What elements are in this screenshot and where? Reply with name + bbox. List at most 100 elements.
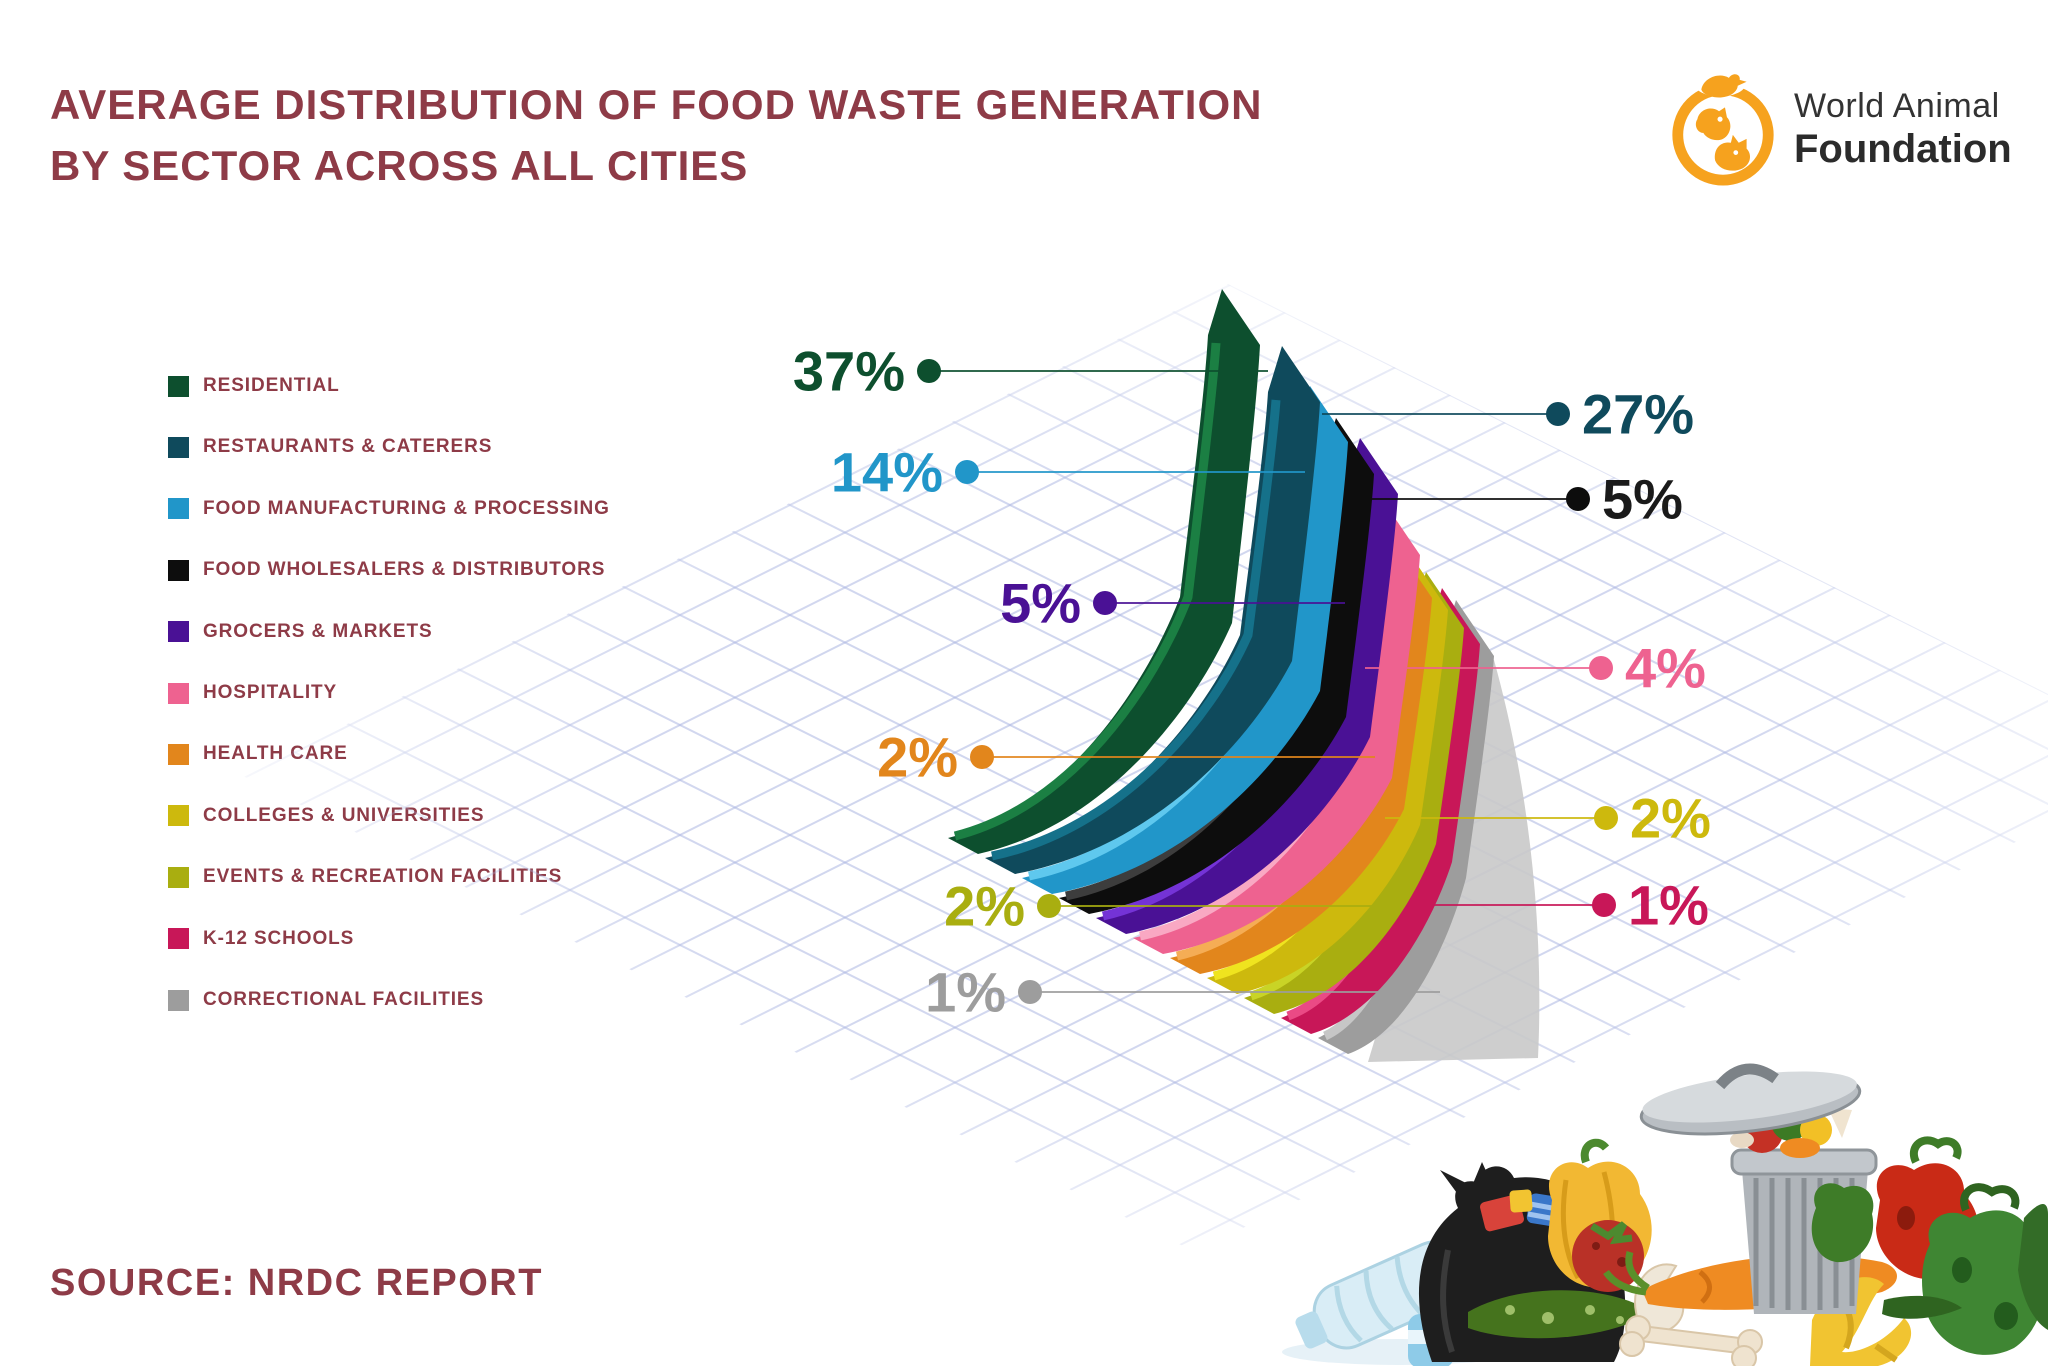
legend-item-label: EVENTS & RECREATION FACILITIES [203,866,563,888]
leader-dot-food-wholesalers-and-distributors-icon [1566,487,1590,511]
legend-swatch-icon [168,375,189,397]
grid-line [243,784,2048,1252]
legend-swatch-icon [168,928,189,950]
dog-icon [1695,107,1731,141]
grid-line [243,484,2048,1252]
legend-swatch-icon [168,498,189,520]
legend-swatch-icon [168,866,189,888]
leader-dot-colleges-and-universities-icon [1594,806,1618,830]
blade-highlight-restaurants-and-caterers [991,399,1281,861]
grid-line [243,284,2048,911]
grid-line [243,509,2048,1252]
world-animal-foundation-logo: World Animal Foundation [1664,68,2012,190]
value-label-hospitality: 4% [1625,636,1706,700]
title-line-2: BY SECTOR ACROSS ALL CITIES [50,142,749,189]
grid-line [243,284,2048,1051]
leader-dot-health-care-icon [970,745,994,769]
grid-line [243,284,2048,721]
leader-dot-food-manufacturing-and-processing-icon [955,460,979,484]
animal-logo-icon [1672,70,1774,186]
legend-item-label: CORRECTIONAL FACILITIES [203,989,485,1010]
legend-item-label: FOOD MANUFACTURING & PROCESSING [203,497,610,519]
grid-line [243,649,2048,1252]
value-label-health-care: 2% [877,725,958,789]
legend-item-label: COLLEGES & UNIVERSITIES [203,804,485,826]
legend-item-label: RESIDENTIAL [203,375,340,396]
cat-icon [1714,134,1751,171]
leader-lines [917,359,1618,1004]
leader-dot-restaurants-and-caterers-icon [1546,402,1570,426]
value-label-grocers-and-markets: 5% [1000,571,1081,635]
grid-line [243,704,2048,1252]
legend-swatch-icon [168,559,189,581]
value-label-food-wholesalers-and-distributors: 5% [1602,467,1683,531]
grid-line [243,284,2048,886]
value-label-correctional-facilities: 1% [925,960,1006,1024]
legend-swatch-icon [168,436,189,458]
leader-dot-k-12-schools-icon [1592,893,1616,917]
leader-dot-correctional-facilities-icon [1018,980,1042,1004]
value-label-restaurants-and-caterers: 27% [1582,382,1695,446]
chart-blades [948,289,1540,1062]
tomato [1572,1220,1644,1292]
legend-item-correctional-facilities: CORRECTIONAL FACILITIES [168,987,484,1013]
legend-swatch-icon [168,989,189,1011]
blade-hospitality [1133,499,1420,954]
blade-food-manufacturing-and-processing [1022,386,1348,894]
legend-item-food-wholesalers-and-distributors: FOOD WHOLESALERS & DISTRIBUTORS [168,557,605,583]
value-label-events-and-recreation-facilities: 2% [944,874,1025,938]
grid-line [243,284,2048,831]
legend-item-events-and-recreation-facilities: EVENTS & RECREATION FACILITIES [168,864,562,890]
grid-line [243,594,2048,1252]
legend-item-grocers-and-markets: GROCERS & MARKETS [168,619,433,645]
grid-line [243,539,2048,1252]
logo-text-line2: Foundation [1794,127,2012,171]
legend-swatch-icon [168,743,189,765]
value-label-colleges-and-universities: 2% [1630,786,1711,850]
value-label-k-12-schools: 1% [1628,873,1709,937]
page-title: AVERAGE DISTRIBUTION OF FOOD WASTE GENER… [50,74,1262,196]
logo-text: World Animal Foundation [1794,86,2012,172]
legend-item-k-12-schools: K-12 SCHOOLS [168,926,354,952]
cucumber [1468,1290,1652,1339]
legend-item-label: FOOD WHOLESALERS & DISTRIBUTORS [203,559,606,581]
grid-line [243,284,2048,941]
grid-line [243,284,2048,996]
leader-dot-hospitality-icon [1589,656,1613,680]
value-label-residential: 37% [792,339,905,403]
green-pepper-small [1811,1183,1874,1263]
legend-item-colleges-and-universities: COLLEGES & UNIVERSITIES [168,803,484,829]
legend-item-health-care: HEALTH CARE [168,741,348,767]
trash-can-lid [1639,1063,1862,1136]
green-pepper-large [1922,1183,2045,1355]
legend-item-restaurants-and-caterers: RESTAURANTS & CATERERS [168,434,492,460]
bird-icon [1701,74,1747,98]
grid-line [243,564,2048,1252]
blade-restaurants-and-caterers [985,346,1320,874]
blade-food-wholesalers-and-distributors [1059,418,1374,914]
legend-item-hospitality: HOSPITALITY [168,680,337,706]
grid-line [243,729,2048,1252]
bone [1619,1315,1763,1366]
blade-highlight-residential [953,342,1221,841]
legend-swatch-icon [168,621,189,643]
legend-item-label: HEALTH CARE [203,743,348,765]
legend-item-label: HOSPITALITY [203,682,338,703]
leader-dot-grocers-and-markets-icon [1093,591,1117,615]
grid-line [243,674,2048,1252]
grid-line [243,284,2048,856]
logo-text-line1: World Animal [1794,87,2000,125]
source-note: SOURCE: NRDC REPORT [50,1262,543,1304]
legend-item-label: GROCERS & MARKETS [203,620,433,642]
grid-line [243,284,2048,1021]
grid-line [243,284,2048,1106]
grid-line [243,284,2048,776]
leader-dot-events-and-recreation-facilities-icon [1037,894,1061,918]
legend-item-label: RESTAURANTS & CATERERS [203,436,493,458]
grid-line [243,284,2048,801]
legend-swatch-icon [168,682,189,704]
leader-dot-residential-icon [917,359,941,383]
grid-line [243,284,2048,1161]
green-pepper-partial [2018,1203,2048,1330]
